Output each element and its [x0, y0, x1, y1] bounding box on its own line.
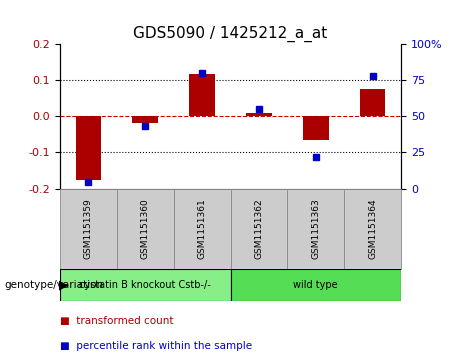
Bar: [60, 189, 117, 269]
Title: GDS5090 / 1425212_a_at: GDS5090 / 1425212_a_at: [133, 26, 328, 42]
Text: ■  percentile rank within the sample: ■ percentile rank within the sample: [60, 341, 252, 351]
Bar: [132, 116, 158, 123]
Text: ■  transformed count: ■ transformed count: [60, 316, 173, 326]
Bar: [60, 269, 230, 301]
Bar: [189, 74, 215, 116]
Bar: [344, 189, 401, 269]
Bar: [303, 116, 329, 140]
Bar: [174, 189, 230, 269]
Text: cystatin B knockout Cstb-/-: cystatin B knockout Cstb-/-: [79, 280, 211, 290]
Bar: [246, 113, 272, 116]
Text: wild type: wild type: [294, 280, 338, 290]
Bar: [230, 269, 401, 301]
Text: genotype/variation: genotype/variation: [5, 280, 104, 290]
Text: GSM1151361: GSM1151361: [198, 198, 207, 259]
Text: GSM1151360: GSM1151360: [141, 198, 150, 259]
Text: GSM1151364: GSM1151364: [368, 198, 377, 259]
Bar: [287, 189, 344, 269]
Bar: [230, 189, 287, 269]
Text: GSM1151362: GSM1151362: [254, 198, 263, 259]
Bar: [117, 189, 174, 269]
Text: GSM1151363: GSM1151363: [311, 198, 320, 259]
Bar: [360, 89, 385, 116]
Bar: [76, 116, 101, 180]
Text: GSM1151359: GSM1151359: [84, 198, 93, 259]
Text: ▶: ▶: [59, 278, 68, 291]
